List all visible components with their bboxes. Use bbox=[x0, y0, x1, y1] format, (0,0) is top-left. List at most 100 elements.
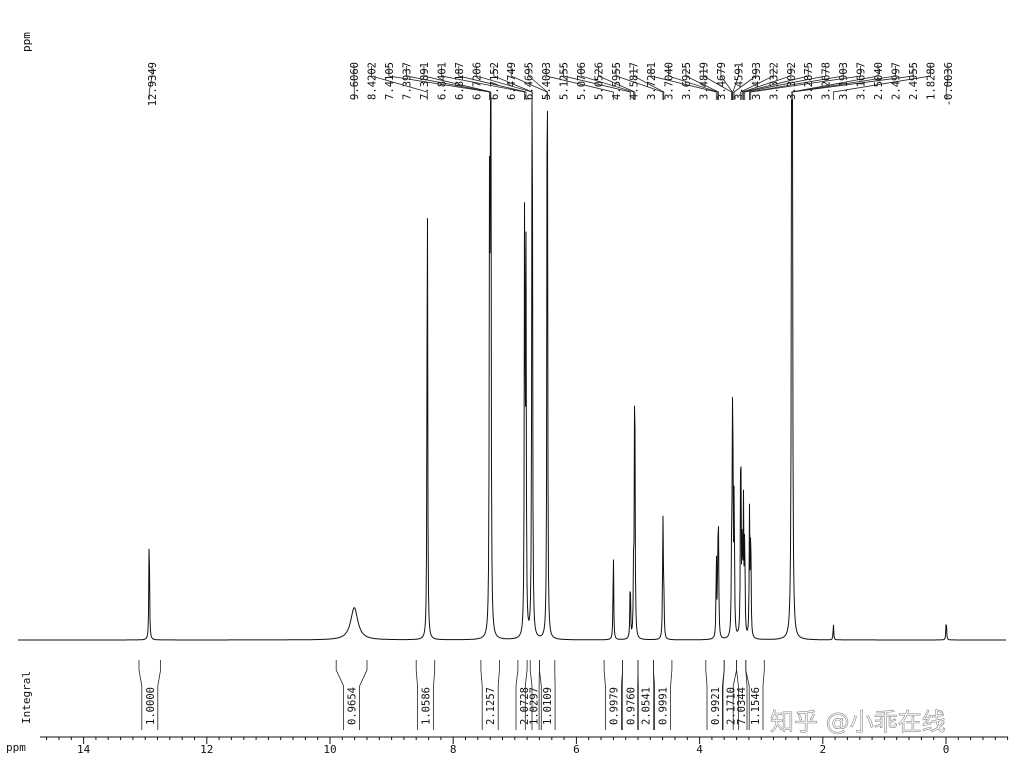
peak-connector bbox=[750, 66, 861, 100]
integral-bracket bbox=[335, 660, 345, 730]
peak-label: 4.5955 bbox=[611, 62, 623, 100]
peak-connector-layer bbox=[148, 66, 949, 100]
integral-value: 1.1546 bbox=[750, 687, 762, 725]
peak-label: 7.3937 bbox=[401, 62, 413, 100]
peak-label: 5.1255 bbox=[559, 62, 571, 100]
peak-connector bbox=[458, 66, 527, 100]
integral-value: 2.0541 bbox=[641, 687, 653, 725]
peak-connector bbox=[741, 66, 792, 100]
peak-label: 3.7281 bbox=[646, 62, 658, 100]
peak-label: 3.6925 bbox=[681, 62, 693, 100]
x-tick-label: 12 bbox=[200, 743, 213, 756]
peak-label: 6.4695 bbox=[524, 62, 536, 100]
peak-connector bbox=[633, 66, 665, 100]
peak-label: 5.0526 bbox=[594, 62, 606, 100]
peak-connector bbox=[668, 66, 719, 100]
x-tick-label: 0 bbox=[943, 743, 950, 756]
peak-connector bbox=[440, 66, 525, 100]
peak-label: 2.5040 bbox=[873, 62, 885, 100]
x-tick-label: 4 bbox=[696, 743, 703, 756]
peak-label: 3.7040 bbox=[664, 62, 676, 100]
peak-connector bbox=[833, 66, 931, 100]
integral-value: 1.0000 bbox=[145, 687, 157, 725]
peak-connector bbox=[388, 66, 490, 100]
peak-label: 8.4202 bbox=[367, 62, 379, 100]
peak-connector bbox=[740, 66, 774, 100]
x-tick-label: 8 bbox=[450, 743, 457, 756]
peak-connector bbox=[703, 66, 732, 100]
peak-label: 3.3092 bbox=[786, 62, 798, 100]
integral-value: 0.9760 bbox=[625, 687, 637, 725]
x-tick-label: 2 bbox=[819, 743, 826, 756]
integral-value: 0.9921 bbox=[710, 687, 722, 725]
peak-connector bbox=[580, 66, 635, 100]
peak-connector bbox=[720, 66, 733, 100]
peak-connector bbox=[371, 66, 428, 100]
x-axis: 14 12 10 8 6 4 2 0 bbox=[40, 736, 1009, 756]
peak-label: 3.1903 bbox=[838, 62, 850, 100]
peak-connector bbox=[744, 66, 827, 100]
peak-connector bbox=[732, 66, 739, 100]
integral-bracket bbox=[653, 660, 655, 730]
peak-label: 6.8401 bbox=[436, 62, 448, 100]
peak-connector bbox=[615, 66, 664, 100]
peak-label: 5.0706 bbox=[576, 62, 588, 100]
integral-value: 0.9991 bbox=[658, 687, 670, 725]
x-tick-label: 6 bbox=[573, 743, 580, 756]
peak-axis-unit-label: ppm bbox=[20, 32, 33, 52]
peak-label: 9.6060 bbox=[349, 62, 361, 100]
integral-bracket bbox=[415, 660, 418, 730]
integral-value: 1.0586 bbox=[421, 687, 433, 725]
integral-value: 0.9654 bbox=[347, 687, 359, 725]
integral-value: 1.0297 bbox=[528, 687, 540, 725]
peak-label: -0.0036 bbox=[943, 62, 955, 106]
peak-connector bbox=[598, 66, 636, 100]
peak-label: 6.4749 bbox=[506, 62, 518, 100]
peak-label: 3.3322 bbox=[768, 62, 780, 100]
integral-value: 0.9979 bbox=[608, 687, 620, 725]
integral-bracket bbox=[480, 660, 483, 730]
peak-connector bbox=[749, 66, 844, 100]
peak-connector bbox=[493, 66, 533, 100]
integral-value: 2.1257 bbox=[485, 687, 497, 725]
integral-bracket bbox=[745, 660, 748, 730]
peak-label: 1.8280 bbox=[926, 62, 938, 100]
integral-axis-label: Integral bbox=[20, 671, 33, 724]
peak-connector bbox=[423, 66, 492, 100]
peak-label: 2.4997 bbox=[891, 62, 903, 100]
integral-bracket bbox=[515, 660, 519, 730]
integral-bracket bbox=[157, 660, 162, 730]
integral-bracket bbox=[732, 660, 737, 730]
peak-connector bbox=[945, 66, 949, 100]
x-axis-unit-label: ppm bbox=[6, 741, 26, 754]
integral-bracket bbox=[722, 660, 725, 730]
integral-bracket bbox=[705, 660, 708, 730]
peak-label: 12.9349 bbox=[147, 62, 159, 106]
integral-bracket bbox=[359, 660, 368, 730]
integral-bracket bbox=[529, 660, 533, 730]
integral-value: 1.0109 bbox=[542, 687, 554, 725]
integral-bracket bbox=[433, 660, 436, 730]
peak-label: 3.4679 bbox=[716, 62, 728, 100]
peak-label: 2.4955 bbox=[908, 62, 920, 100]
peak-label: 6.8187 bbox=[454, 62, 466, 100]
integral-value: 2.1710 bbox=[725, 687, 737, 725]
integral-bracket bbox=[670, 660, 673, 730]
integral-bracket bbox=[138, 660, 143, 730]
peak-connector bbox=[733, 66, 757, 100]
x-tick-label: 10 bbox=[323, 743, 336, 756]
peak-connector bbox=[148, 66, 153, 100]
integral-bracket bbox=[603, 660, 606, 730]
peak-label: 3.4393 bbox=[751, 62, 763, 100]
peak-connector bbox=[791, 66, 914, 100]
peak-label: 3.4819 bbox=[698, 62, 710, 100]
integral-value: 7.0344 bbox=[736, 687, 748, 725]
x-tick-label: 14 bbox=[77, 743, 91, 756]
integral-bracket bbox=[524, 660, 528, 730]
spectrum-trace bbox=[18, 99, 1006, 641]
peak-label: 6.7206 bbox=[471, 62, 483, 100]
peak-connector bbox=[650, 66, 717, 100]
peak-connector bbox=[528, 66, 548, 100]
peak-connector bbox=[545, 66, 614, 100]
